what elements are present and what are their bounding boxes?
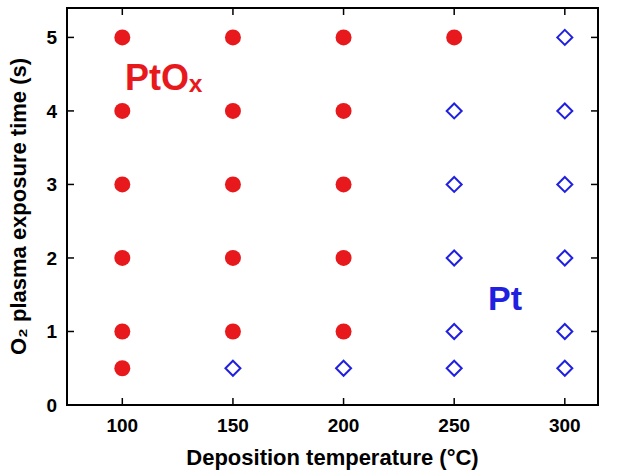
x-tick-label: 150 (217, 415, 249, 436)
y-tick-label: 4 (46, 101, 57, 122)
y-tick-label: 1 (46, 321, 57, 342)
point (447, 177, 462, 192)
y-tick (67, 331, 74, 333)
x-tick-top (122, 8, 124, 15)
point (447, 361, 462, 376)
plot-frame (67, 8, 598, 405)
point (114, 250, 130, 266)
point (225, 176, 241, 192)
point (225, 323, 241, 339)
point (336, 103, 352, 119)
x-tick-top (453, 8, 455, 15)
point (557, 103, 572, 118)
point (447, 103, 462, 118)
point (336, 250, 352, 266)
y-tick-label: 5 (46, 27, 57, 48)
point (557, 30, 572, 45)
y-tick-label: 3 (46, 174, 57, 195)
x-tick (122, 398, 124, 405)
y-tick-right (591, 331, 598, 333)
x-tick (564, 398, 566, 405)
point (446, 29, 462, 45)
point (336, 176, 352, 192)
point (447, 250, 462, 265)
point (557, 361, 572, 376)
y-axis-label: O₂ plasma exposure time (s) (6, 58, 31, 355)
y-tick (67, 257, 74, 259)
x-axis-label: Deposition temperature (°C) (186, 445, 478, 470)
y-tick (67, 37, 74, 39)
y-tick-right (591, 184, 598, 186)
point (225, 361, 240, 376)
series (225, 30, 572, 376)
y-tick-label: 2 (46, 248, 57, 269)
point (225, 103, 241, 119)
point (557, 177, 572, 192)
y-tick-right (591, 110, 598, 112)
y-tick (67, 110, 74, 112)
point (114, 103, 130, 119)
point (114, 323, 130, 339)
x-tick-label: 100 (106, 415, 138, 436)
series-label: Pt (488, 279, 522, 317)
x-tick (453, 398, 455, 405)
point (447, 324, 462, 339)
y-tick-label: 0 (46, 395, 57, 416)
point (225, 250, 241, 266)
point (336, 323, 352, 339)
x-tick-label: 250 (438, 415, 470, 436)
y-tick-right (591, 37, 598, 39)
point (557, 250, 572, 265)
x-tick (343, 398, 345, 405)
x-tick-top (343, 8, 345, 15)
data-layer (114, 29, 572, 376)
chart: 100 150 200 250 300 0 1 2 3 4 5 Deposition temperat… (0, 0, 623, 475)
y-tick (67, 184, 74, 186)
point (225, 29, 241, 45)
point (114, 176, 130, 192)
x-tick-label: 200 (328, 415, 360, 436)
point (114, 29, 130, 45)
series (114, 29, 462, 376)
point (336, 361, 351, 376)
x-tick-top (232, 8, 234, 15)
x-tick (232, 398, 234, 405)
series-label: PtOₓ (125, 57, 203, 98)
point (557, 324, 572, 339)
point (336, 29, 352, 45)
point (114, 360, 130, 376)
x-tick-label: 300 (549, 415, 581, 436)
y-tick-right (591, 257, 598, 259)
x-tick-top (564, 8, 566, 15)
